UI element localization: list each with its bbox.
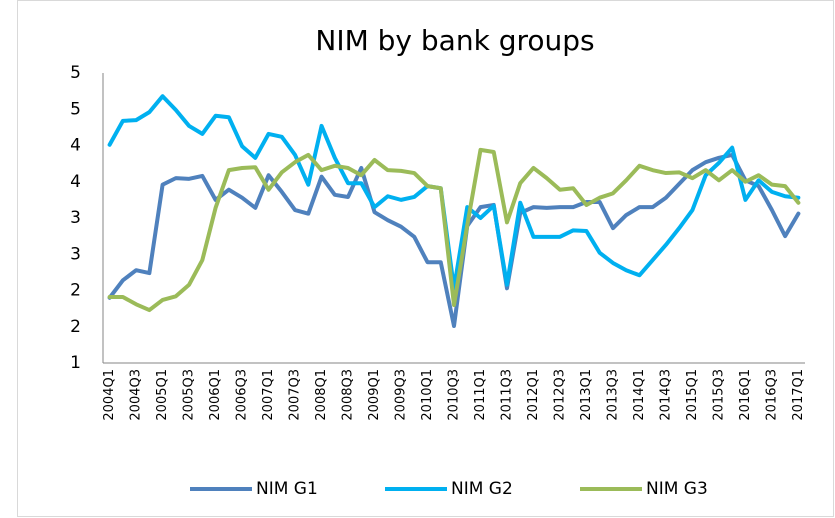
y-tick-label: 2 [70,317,81,337]
x-tick-label: 2016Q1 [738,369,753,421]
x-tick-label: 2008Q1 [314,369,329,421]
x-tick-label: 2011Q1 [473,369,488,421]
x-tick-label: 2004Q1 [102,369,117,421]
x-tick-label: 2010Q1 [420,369,435,421]
y-tick-label: 3 [70,208,81,228]
x-tick-label: 2008Q3 [341,369,356,421]
x-tick-label: 2007Q3 [288,369,303,421]
x-tick-label: 2012Q3 [552,369,567,421]
x-tick-label: 2011Q3 [499,369,514,421]
x-tick-label: 2013Q1 [579,369,594,421]
x-tick-label: 2017Q1 [791,369,806,421]
y-tick-label: 3 [70,244,81,264]
y-tick-label: 5 [70,63,81,83]
x-tick-label: 2010Q3 [447,369,462,421]
legend-label: NIM G3 [646,479,708,499]
x-tick-label: 2014Q3 [658,369,673,421]
legend-label: NIM G2 [451,479,513,499]
x-tick-label: 2006Q1 [208,369,223,421]
x-tick-label: 2009Q1 [367,369,382,421]
x-tick-label: 2005Q3 [182,369,197,421]
x-tick-label: 2012Q1 [526,369,541,421]
y-tick-label: 1 [70,353,81,373]
x-tick-label: 2007Q1 [261,369,276,421]
x-tick-label: 2016Q3 [764,369,779,421]
y-tick-label: 5 [70,99,81,119]
x-tick-label: 2013Q3 [605,369,620,421]
x-tick-label: 2009Q3 [394,369,409,421]
x-tick-label: 2005Q1 [155,369,170,421]
x-tick-label: 2015Q3 [711,369,726,421]
legend-label: NIM G1 [256,479,318,499]
y-tick-label: 4 [70,136,81,156]
x-tick-label: 2015Q1 [685,369,700,421]
series-line [107,152,801,329]
x-tick-label: 2014Q1 [632,369,647,421]
x-tick-label: 2004Q3 [129,369,144,421]
y-tick-label: 4 [70,172,81,192]
series-line [107,147,801,313]
chart-title: NIM by bank groups [315,24,594,57]
y-tick-label: 2 [70,281,81,301]
x-tick-label: 2006Q3 [235,369,250,421]
